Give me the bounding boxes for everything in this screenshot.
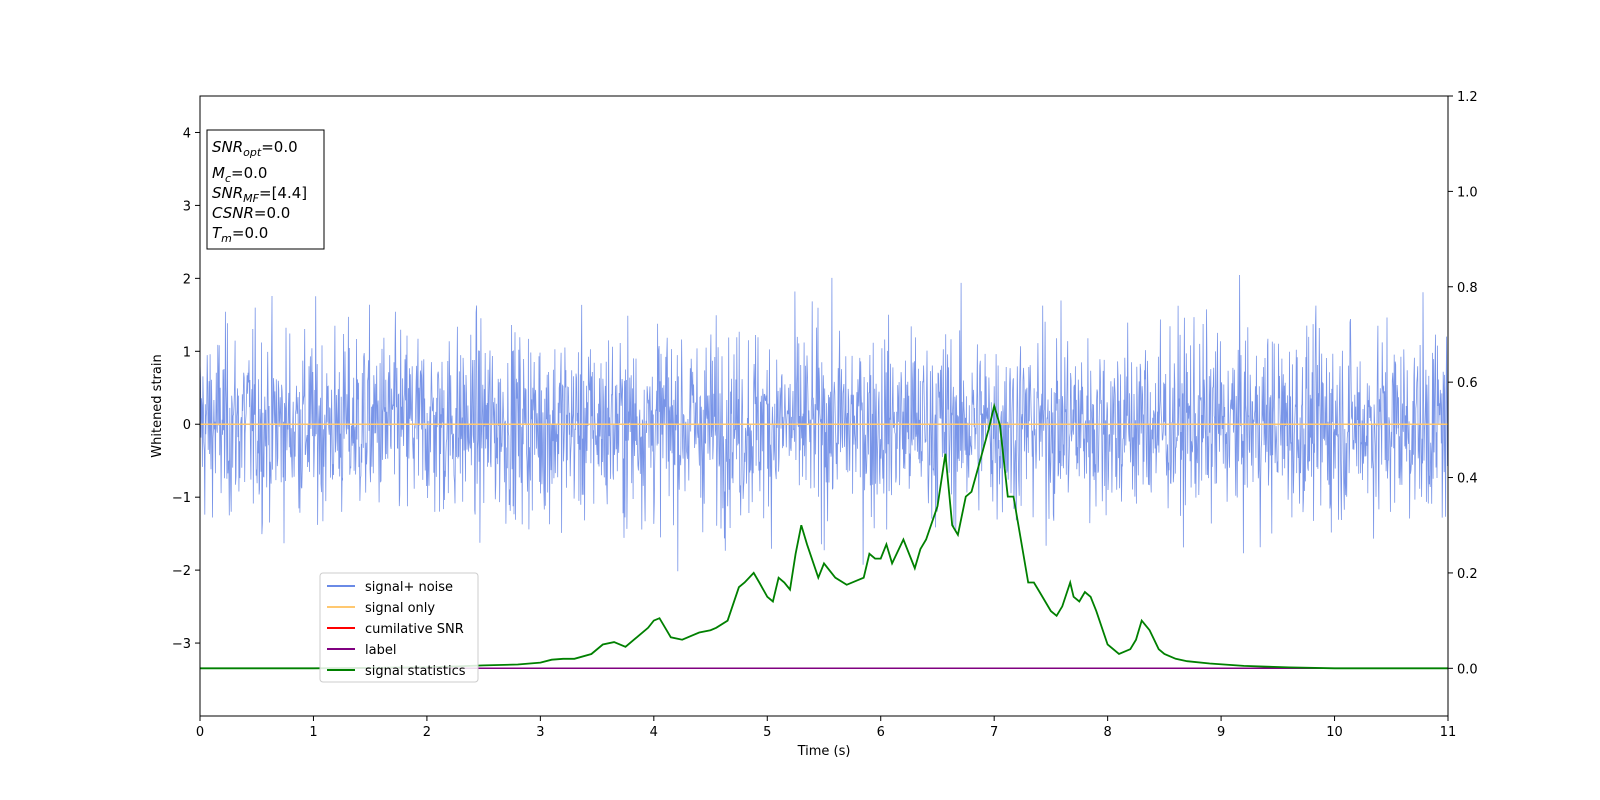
y2-tick-label: 0.8 [1457,281,1478,296]
x-tick-label: 10 [1326,725,1343,740]
series-signal-statistics [200,402,1448,670]
annotation-frame [206,129,325,250]
y2-tick-label: 0.6 [1457,376,1478,391]
y2-tick-label: 0.2 [1457,567,1478,582]
x-tick-label: 5 [763,725,771,740]
y2-tick-label: 1.0 [1457,185,1478,200]
y-tick-label: −1 [172,491,191,506]
plot-frame [199,95,1449,717]
annotation-line: Mc=0.0 [212,164,267,185]
annotation-box: SNRopt=0.0Mc=0.0SNRMF=[4.4]CSNR=0.0Tm=0.… [206,129,325,250]
annotation-symbol: CSNR [212,204,254,222]
y-tick-label: 4 [183,126,191,141]
y-axis-left: −3 −2 −1 0 1 2 3 4 [172,126,200,652]
legend-label: signal+ noise [365,580,453,595]
x-tick-label: 7 [990,725,998,740]
x-tick-label: 4 [650,725,658,740]
annotation-symbol: T [212,224,223,242]
annotation-subscript: MF [243,192,259,205]
y-tick-label: 3 [183,199,191,214]
y-tick-label: −3 [172,637,191,652]
legend-label: signal only [365,601,435,616]
x-tick-label: 9 [1217,725,1225,740]
annotation-line: SNRMF=[4.4] [212,184,307,205]
annotation-symbol: SNR [212,138,243,156]
annotation-line: Tm=0.0 [212,224,268,245]
x-tick-label: 2 [423,725,431,740]
y-tick-label: 0 [183,418,191,433]
legend-label: label [365,643,396,658]
annotation-subscript: opt [243,146,262,159]
y-axis-label: Whitened strain [150,354,165,457]
noise-trace [199,274,1449,572]
x-tick-label: 11 [1440,725,1457,740]
y-axis-right: 0.0 0.2 0.4 0.6 0.8 1.0 1.2 [1448,90,1478,677]
legend-label: cumilative SNR [365,622,464,637]
annotation-value: =0.0 [261,138,297,156]
legend-label: signal statistics [365,664,466,679]
annotation-value: =0.0 [232,224,268,242]
y-tick-label: 1 [183,345,191,360]
annotation-symbol: SNR [212,184,243,202]
x-tick-label: 3 [536,725,544,740]
legend-frame [319,572,479,683]
x-axis-label: Time (s) [797,744,851,759]
x-tick-label: 0 [196,725,204,740]
x-axis: 0 1 2 3 4 5 6 7 8 9 10 11 [196,716,1456,740]
x-tick-label: 6 [877,725,885,740]
annotation-line: SNRopt=0.0 [212,138,298,159]
y-tick-label: −2 [172,564,191,579]
annotation-line: CSNR=0.0 [212,204,290,222]
y2-tick-label: 1.2 [1457,90,1478,105]
x-tick-label: 1 [309,725,317,740]
annotation-subscript: c [225,172,231,185]
x-tick-label: 8 [1103,725,1111,740]
annotation-value: =[4.4] [259,184,307,202]
legend: signal+ noise signal only cumilative SNR la… [319,572,479,683]
y2-tick-label: 0.0 [1457,662,1478,677]
annotation-value: =0.0 [231,164,267,182]
y2-tick-label: 0.4 [1457,472,1478,487]
annotation-value: =0.0 [254,204,290,222]
series-signal-noise [199,274,1449,572]
y-tick-label: 2 [183,272,191,287]
annotation-subscript: m [221,232,232,245]
annotation-symbol: M [212,164,225,182]
